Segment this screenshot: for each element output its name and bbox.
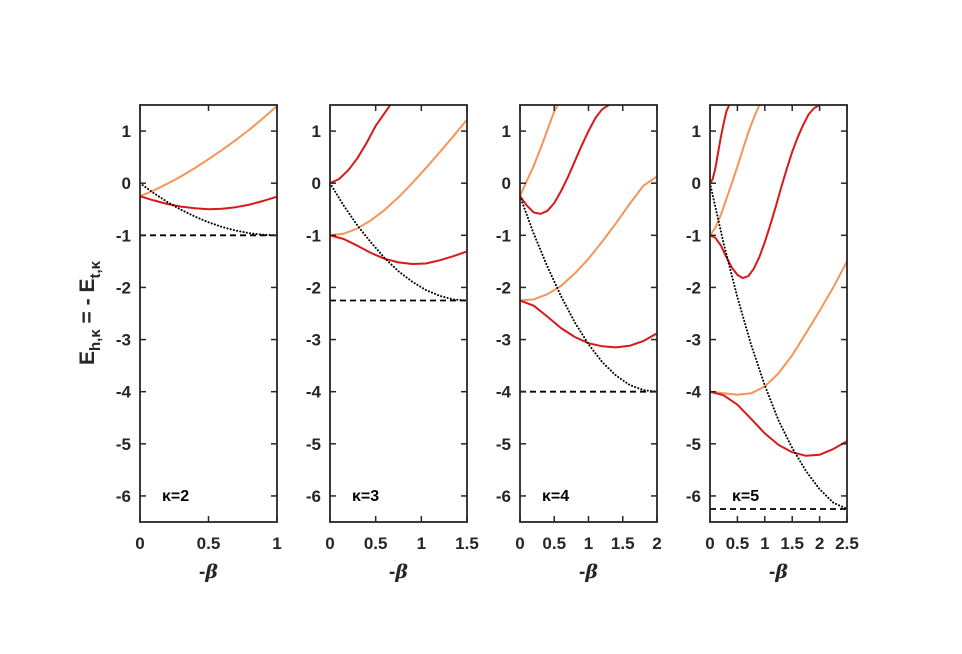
panel-2-xtick-label: 1.5 <box>455 534 479 553</box>
panel-2-x-axis-title: -β <box>389 561 408 583</box>
panel-1-kappa-label: κ=2 <box>162 488 189 505</box>
panel-3-ytick-label: -3 <box>496 331 511 350</box>
panel-3-series-red-1 <box>520 105 610 215</box>
panel-4-series-red-4 <box>710 390 847 457</box>
panel-4-series-red-2 <box>710 105 821 280</box>
y-axis-title-mid: = - E <box>76 279 99 330</box>
panel-4-ytick-label: 1 <box>692 122 701 141</box>
panel-4-ytick-label: -6 <box>686 487 701 506</box>
panel-3-x-axis-title: -β <box>579 561 598 583</box>
panel-1-series-dotted-2 <box>140 182 277 237</box>
panel-3-axes-box <box>519 104 658 523</box>
panel-4-series-red-0 <box>710 105 731 185</box>
panel-1-ytick-label: -5 <box>116 435 131 454</box>
panel-3-ytick-label: -6 <box>496 487 511 506</box>
panel-4: 1 0 -1 -2 -3 -4 -5 -6 0 0.5 1 1.5 2 2.5 -β κ=5 <box>686 104 859 583</box>
y-axis-title-sub1: h,κ <box>87 329 104 351</box>
panel-2-ytick-label: -2 <box>306 278 321 297</box>
panel-4-series-dotted-5 <box>710 182 847 510</box>
panel-2-ytick-label: -5 <box>306 435 321 454</box>
panel-1-ytick-label: -4 <box>116 383 132 402</box>
panel-3-ytick-label: -4 <box>496 383 512 402</box>
panel-3-kappa-label: κ=4 <box>542 488 569 505</box>
panel-1-ytick-label: -1 <box>116 226 131 245</box>
panel-3-xtick-label: 0 <box>515 534 524 553</box>
panel-1-ytick-label: 1 <box>122 122 131 141</box>
panel-2-xtick-label: 0.5 <box>364 534 388 553</box>
panel-4-series-orange-3 <box>710 260 847 396</box>
panel-2-xtick-label: 1 <box>417 534 426 553</box>
panel-4-ytick-label: -1 <box>686 226 701 245</box>
panel-4-xtick-label: 2.5 <box>835 534 859 553</box>
panel-4-xtick-label: 0 <box>705 534 714 553</box>
panel-3-xtick-label: 2 <box>652 534 661 553</box>
panel-1-ytick-label: -2 <box>116 278 131 297</box>
panel-2-ytick-label: 1 <box>312 122 321 141</box>
panel-3-series-orange-0 <box>520 105 559 198</box>
panel-2-axes-box <box>329 104 468 523</box>
y-axis-title-sub2: t,κ <box>87 260 104 278</box>
panel-4-ytick-label: -2 <box>686 278 701 297</box>
panel-2-kappa-label: κ=3 <box>352 488 379 505</box>
panel-2-series-red-2 <box>330 234 467 265</box>
panel-1-xtick-label: 1 <box>272 534 281 553</box>
panel-4-axes-box <box>709 104 848 523</box>
panel-2-xtick-label: 0 <box>325 534 334 553</box>
panel-2-series-orange-1 <box>330 118 467 237</box>
panel-2-series-dotted-3 <box>330 182 467 302</box>
panel-4-ytick-label: -5 <box>686 435 701 454</box>
panel-1-axes-box <box>139 104 278 523</box>
panel-3-ytick-label: -5 <box>496 435 511 454</box>
y-axis-title-main: E <box>76 351 99 365</box>
panel-3-ytick-label: -2 <box>496 278 511 297</box>
panel-1-ytick-label: -6 <box>116 487 131 506</box>
panel-3: 1 0 -1 -2 -3 -4 -5 -6 0 0.5 1 1.5 2 -β κ=4 <box>496 104 662 583</box>
panel-2-series-red-0 <box>330 105 392 185</box>
panel-2-ytick-label: -6 <box>306 487 321 506</box>
panel-1-xtick-label: 0 <box>135 534 144 553</box>
panel-2-ytick-label: -4 <box>306 383 322 402</box>
panel-4-kappa-label: κ=5 <box>732 488 759 505</box>
panel-4-x-axis-title: -β <box>769 561 788 583</box>
panel-4-series <box>710 105 847 510</box>
y-axis-title: Eh,κ = - Et,κ <box>76 260 104 365</box>
panel-3-xtick-label: 1.5 <box>611 534 635 553</box>
panel-4-xtick-label: 1.5 <box>780 534 804 553</box>
panel-1: 1 0 -1 -2 -3 -4 -5 -6 0 0.5 1 -β κ=2 <box>116 104 282 583</box>
panel-2-series <box>330 105 467 302</box>
panel-3-ytick-label: 1 <box>502 122 511 141</box>
panel-3-series-orange-2 <box>520 175 657 302</box>
panel-3-series-dotted-4 <box>520 195 657 393</box>
panel-4-xtick-label: 2 <box>815 534 824 553</box>
panel-4-ytick-label: -4 <box>686 383 702 402</box>
panel-4-xtick-label: 1 <box>760 534 769 553</box>
panel-3-xtick-label: 1 <box>584 534 593 553</box>
panel-2-ytick-label: -1 <box>306 226 321 245</box>
panel-3-xtick-label: 0.5 <box>542 534 566 553</box>
panel-1-series-orange-0 <box>140 105 277 198</box>
panel-2: 1 0 -1 -2 -3 -4 -5 -6 0 0.5 1 1.5 -β κ=3 <box>306 104 479 583</box>
panel-3-series-red-3 <box>520 299 657 349</box>
panel-1-series <box>140 105 277 237</box>
panel-1-x-axis-title: -β <box>199 561 218 583</box>
panel-2-ytick-label: 0 <box>312 174 321 193</box>
panel-4-xtick-label: 0.5 <box>726 534 750 553</box>
panel-2-ytick-label: -3 <box>306 331 321 350</box>
panel-3-series <box>520 105 657 393</box>
panel-3-ytick-label: -1 <box>496 226 511 245</box>
panel-1-ytick-label: -3 <box>116 331 131 350</box>
panel-1-xtick-label: 0.5 <box>197 534 221 553</box>
panel-4-ytick-label: -3 <box>686 331 701 350</box>
panel-3-ytick-label: 0 <box>502 174 511 193</box>
panel-1-series-red-1 <box>140 195 277 211</box>
panels: 10-1-2-3-4-5-60 0.5 1-βκ=210-1-2-3-4-5-60 0… <box>116 104 859 583</box>
panel-4-ytick-label: 0 <box>692 174 701 193</box>
panel-1-ytick-label: 0 <box>122 174 131 193</box>
